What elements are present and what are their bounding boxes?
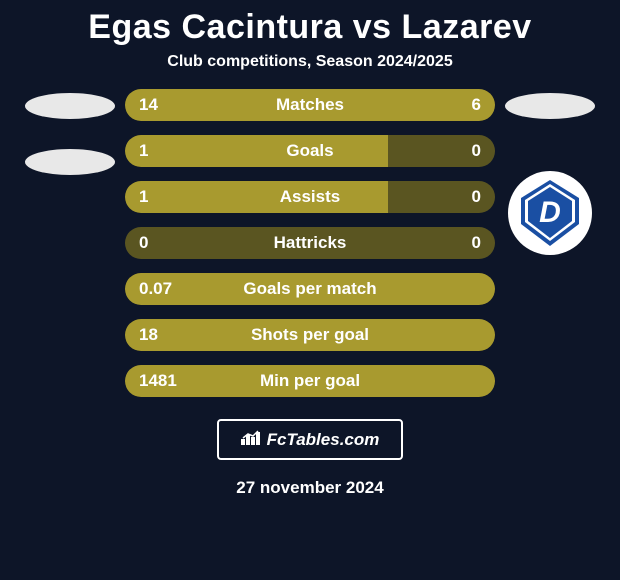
stat-row-assists: 1Assists0 (125, 181, 495, 213)
svg-text:D: D (539, 196, 561, 229)
fctables-logo-icon (241, 429, 261, 450)
stat-row-goals-per-match: 0.07Goals per match (125, 273, 495, 305)
stat-label: Goals (125, 141, 495, 161)
stat-row-matches: 14Matches6 (125, 89, 495, 121)
dynamo-crest-icon: D (519, 178, 581, 248)
stat-label: Shots per goal (125, 325, 495, 345)
stat-row-shots-per-goal: 18Shots per goal (125, 319, 495, 351)
stat-label: Matches (125, 95, 495, 115)
stat-right-value: 0 (472, 187, 481, 207)
left-club-placeholder-2 (25, 149, 115, 175)
stat-row-hattricks: 0Hattricks0 (125, 227, 495, 259)
stat-label: Min per goal (125, 371, 495, 391)
stat-right-value: 0 (472, 233, 481, 253)
content-row: 14Matches61Goals01Assists00Hattricks00.0… (0, 89, 620, 397)
stat-label: Goals per match (125, 279, 495, 299)
page-title: Egas Cacintura vs Lazarev (88, 8, 531, 47)
right-club-placeholder-1 (505, 93, 595, 119)
brand-name: FcTables.com (267, 430, 380, 450)
stat-label: Assists (125, 187, 495, 207)
generated-date: 27 november 2024 (236, 478, 383, 498)
right-badge-column: D (495, 89, 605, 397)
stat-row-min-per-goal: 1481Min per goal (125, 365, 495, 397)
brand-footer: FcTables.com (217, 419, 404, 460)
comparison-bars: 14Matches61Goals01Assists00Hattricks00.0… (125, 89, 495, 397)
right-club-crest-container: D (508, 171, 592, 255)
left-club-placeholder-1 (25, 93, 115, 119)
stat-label: Hattricks (125, 233, 495, 253)
stat-row-goals: 1Goals0 (125, 135, 495, 167)
stat-right-value: 0 (472, 141, 481, 161)
comparison-card: Egas Cacintura vs Lazarev Club competiti… (0, 0, 620, 580)
left-badge-column (15, 89, 125, 397)
page-subtitle: Club competitions, Season 2024/2025 (167, 53, 452, 71)
stat-right-value: 6 (472, 95, 481, 115)
